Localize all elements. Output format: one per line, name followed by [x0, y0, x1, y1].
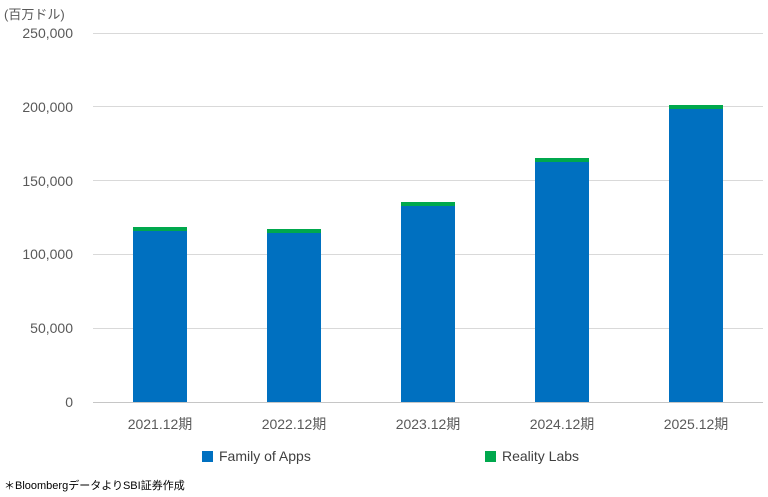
x-tick-label: 2023.12期	[395, 416, 461, 432]
bar-group	[535, 158, 589, 402]
reality-labs-swatch-icon	[485, 450, 496, 462]
y-tick-label: 150,000	[22, 172, 73, 189]
source-note: ＊BloombergデータよりSBI証券作成	[4, 480, 185, 492]
legend-label: Family of Apps	[219, 448, 311, 464]
x-tick-label: 2025.12期	[663, 416, 729, 432]
gridline	[93, 106, 763, 108]
bar-segment-family-of-apps	[535, 162, 589, 402]
family-of-apps-swatch-icon	[202, 450, 213, 462]
y-tick-label: 50,000	[30, 320, 73, 337]
y-tick-label: 200,000	[22, 98, 73, 115]
x-tick-label: 2024.12期	[529, 416, 595, 432]
y-tick-label: 100,000	[22, 246, 73, 263]
bar-group	[669, 105, 723, 402]
bar-segment-family-of-apps	[401, 206, 455, 402]
bar-segment-reality-labs	[669, 105, 723, 109]
legend-label: Reality Labs	[502, 448, 580, 464]
bar-segment-family-of-apps	[669, 109, 723, 402]
y-tick-label: 250,000	[22, 25, 73, 41]
bar-segment-reality-labs	[133, 227, 187, 231]
bar-group	[133, 227, 187, 402]
x-tick-label: 2022.12期	[261, 416, 327, 432]
legend-item-reality-labs: Reality Labs	[485, 448, 579, 464]
legend-item-family-of-apps: Family of Apps	[202, 448, 311, 464]
x-axis-line	[93, 401, 763, 403]
bar-group	[401, 202, 455, 402]
bar-group	[267, 229, 321, 402]
bar-segment-family-of-apps	[267, 233, 321, 402]
bar-segment-family-of-apps	[133, 231, 187, 402]
bar-segment-reality-labs	[267, 229, 321, 233]
x-tick-label: 2021.12期	[127, 416, 193, 432]
bar-segment-reality-labs	[535, 158, 589, 162]
y-axis-unit-label: (百万ドル)	[4, 7, 65, 22]
gridline	[93, 180, 763, 182]
gridline	[93, 32, 763, 34]
bar-segment-reality-labs	[401, 202, 455, 206]
y-tick-label: 0	[65, 394, 73, 410]
